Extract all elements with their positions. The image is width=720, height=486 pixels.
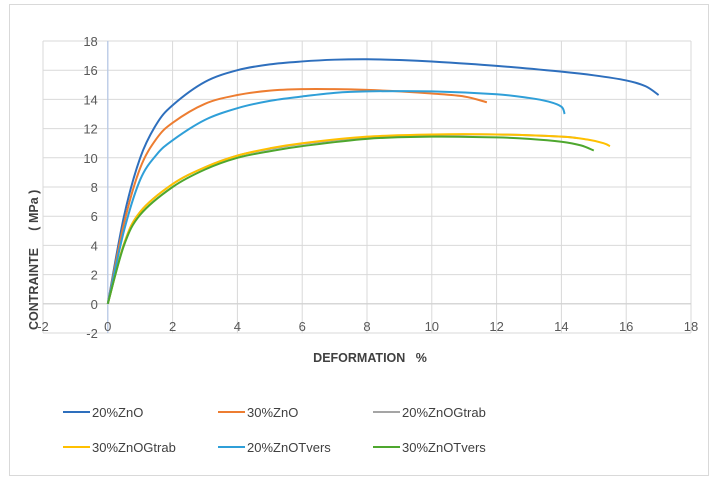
legend-label: 20%ZnOTvers bbox=[247, 440, 331, 455]
legend-label: 30%ZnOTvers bbox=[402, 440, 486, 455]
x-tick-label: 12 bbox=[489, 319, 503, 334]
legend-item: 20%ZnO bbox=[63, 405, 143, 420]
legend-label: 30%ZnO bbox=[247, 405, 298, 420]
y-tick-label: 18 bbox=[83, 34, 97, 49]
x-tick-label: 14 bbox=[554, 319, 568, 334]
legend-item: 20%ZnOTvers bbox=[218, 440, 331, 455]
x-axis-label: DEFORMATION % bbox=[313, 351, 427, 365]
series-line-30znotvers bbox=[106, 135, 595, 305]
x-tick-label: 16 bbox=[619, 319, 633, 334]
y-tick-label: 16 bbox=[83, 63, 97, 78]
y-tick-label: 0 bbox=[91, 297, 98, 312]
legend: 20%ZnO 30%ZnO 20%ZnOGtrab 30%ZnOGtrab 20%ZnO… bbox=[63, 405, 486, 455]
y-tick-label: 6 bbox=[91, 209, 98, 224]
x-tick-label: 10 bbox=[425, 319, 439, 334]
legend-item: 30%ZnO bbox=[218, 405, 298, 420]
x-tick-label: 6 bbox=[299, 319, 306, 334]
grid bbox=[42, 40, 692, 334]
series-line-20znotvers bbox=[106, 90, 566, 305]
x-tick-label: 8 bbox=[363, 319, 370, 334]
x-tick-label: 0 bbox=[104, 319, 111, 334]
y-axis-label: CONTRAINTE ( MPa ) bbox=[27, 190, 41, 330]
tick-labels: -2 0 2 4 6 8 10 12 14 16 18 -2 0 2 4 6 8 10 12 14 16 18 bbox=[37, 34, 698, 341]
series-line-30znogtrab bbox=[106, 133, 611, 305]
x-tick-label: -2 bbox=[37, 319, 49, 334]
y-tick-label: 12 bbox=[83, 122, 97, 137]
y-tick-label: 4 bbox=[91, 238, 98, 253]
legend-item: 20%ZnOGtrab bbox=[373, 405, 486, 420]
x-tick-label: 18 bbox=[684, 319, 698, 334]
legend-label: 20%ZnOGtrab bbox=[402, 405, 486, 420]
y-tick-label: -2 bbox=[86, 326, 98, 341]
legend-label: 20%ZnO bbox=[92, 405, 143, 420]
legend-item: 30%ZnOTvers bbox=[373, 440, 486, 455]
x-tick-label: 4 bbox=[234, 319, 241, 334]
series-line-30zno bbox=[106, 88, 488, 304]
y-tick-label: 10 bbox=[83, 151, 97, 166]
chart-frame bbox=[9, 4, 709, 476]
x-tick-label: 2 bbox=[169, 319, 176, 334]
legend-item: 30%ZnOGtrab bbox=[63, 440, 176, 455]
legend-label: 30%ZnOGtrab bbox=[92, 440, 176, 455]
y-tick-label: 2 bbox=[91, 268, 98, 283]
series-lines bbox=[106, 58, 660, 305]
series-line-20znogtrab bbox=[106, 133, 578, 305]
series-line-20zno bbox=[106, 58, 660, 304]
y-tick-label: 14 bbox=[83, 92, 97, 107]
y-tick-label: 8 bbox=[91, 180, 98, 195]
